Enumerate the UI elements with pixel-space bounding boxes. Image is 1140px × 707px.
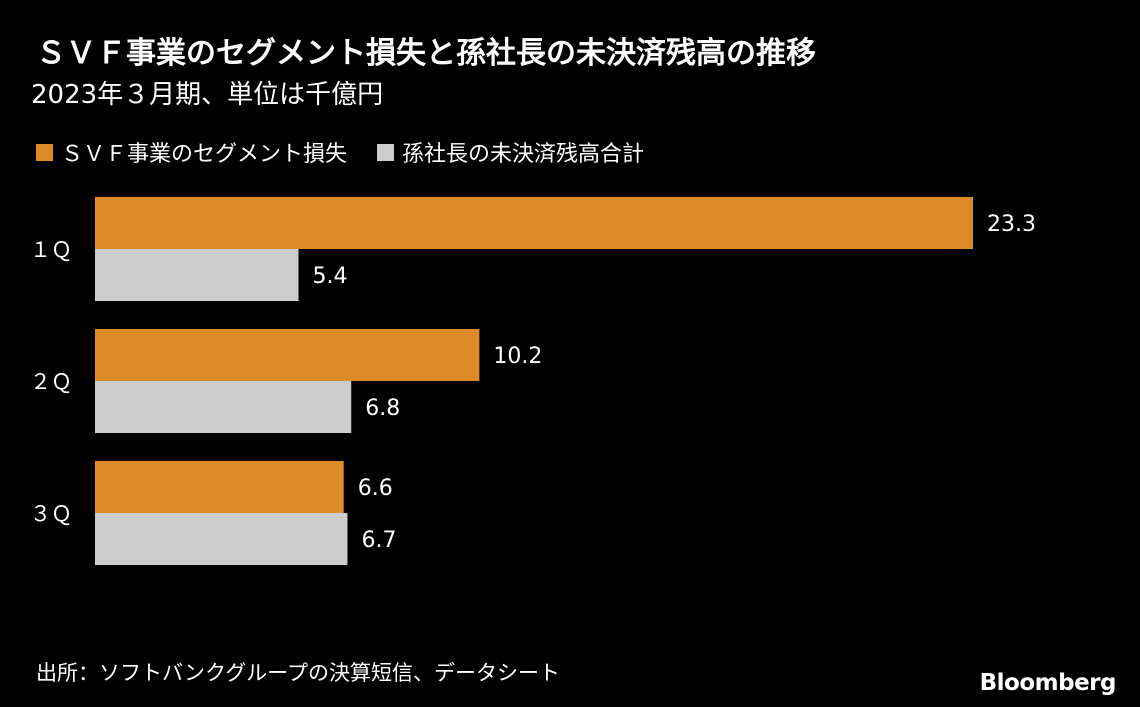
chart-title: ＳＶＦ事業のセグメント損失と孫社長の未決済残高の推移	[36, 36, 816, 71]
legend-label-svf-loss: ＳＶＦ事業のセグメント損失	[61, 142, 348, 167]
legend-swatch-svf-loss	[36, 143, 53, 161]
bar-chart: １Ｑ 23.3 5.4 ２Ｑ 10.2 6.8 ３Ｑ 6.6 6.7	[30, 197, 1036, 565]
legend-item-svf-loss: ＳＶＦ事業のセグメント損失	[36, 136, 347, 168]
source-note: 出所：ソフトバンクグループの決算短信、データシート	[36, 661, 560, 685]
bar-svf-loss	[95, 461, 344, 513]
category-label: ３Ｑ	[30, 502, 72, 526]
data-label: 5.4	[312, 264, 347, 289]
bar-son-unsettled	[95, 513, 348, 565]
legend: ＳＶＦ事業のセグメント損失 孫社長の未決済残高合計	[36, 137, 674, 167]
bloomberg-logo: Bloomberg	[979, 670, 1117, 696]
bar-son-unsettled	[95, 381, 352, 433]
legend-swatch-son-unsettled	[377, 143, 395, 161]
data-label: 10.2	[493, 344, 542, 369]
legend-item-son-unsettled: 孫社長の未決済残高合計	[377, 136, 644, 168]
data-label: 6.7	[361, 528, 396, 553]
bar-svf-loss	[95, 197, 973, 249]
data-label: 6.8	[365, 396, 400, 421]
chart-subtitle: 2023年３月期、単位は千億円	[31, 80, 384, 110]
legend-label-son-unsettled: 孫社長の未決済残高合計	[402, 142, 645, 167]
data-label: 23.3	[987, 212, 1036, 237]
data-label: 6.6	[358, 476, 393, 501]
bar-svf-loss	[95, 329, 480, 381]
bar-son-unsettled	[95, 249, 299, 301]
category-label: ２Ｑ	[30, 370, 72, 394]
category-label: １Ｑ	[30, 238, 72, 262]
